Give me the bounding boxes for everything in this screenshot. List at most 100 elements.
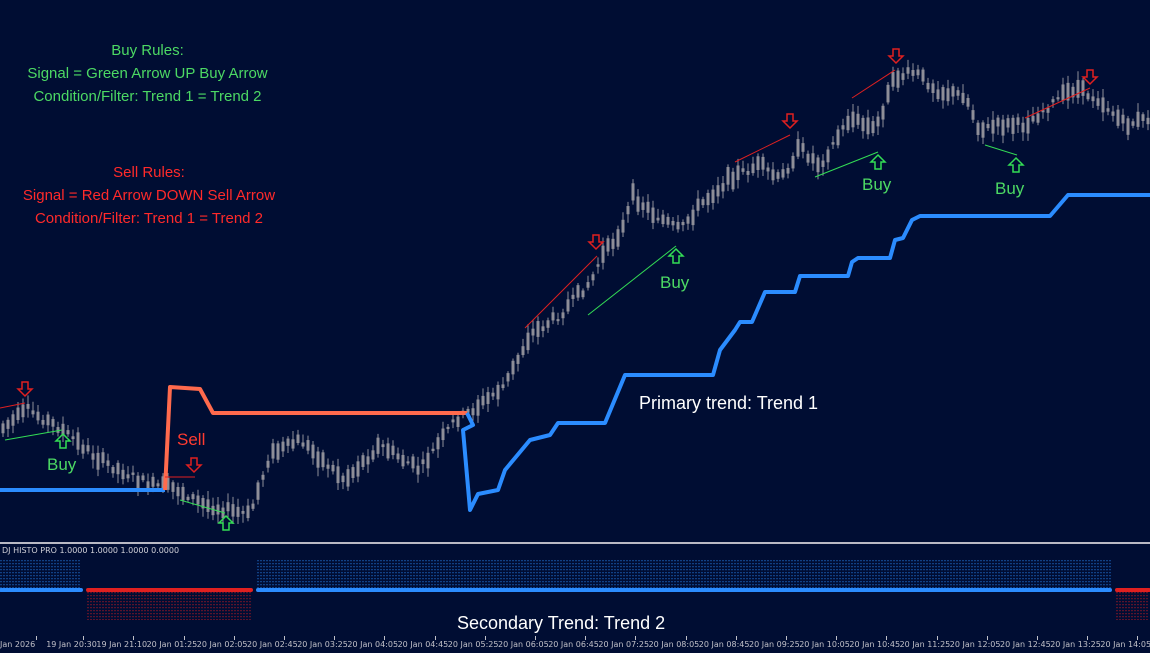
candle xyxy=(836,129,840,146)
candle xyxy=(1061,84,1065,101)
candle xyxy=(771,169,775,181)
buy-label: Buy xyxy=(660,273,690,292)
candle xyxy=(111,467,115,474)
candle xyxy=(1106,108,1110,112)
candle xyxy=(551,312,555,321)
time-tick-label: 20 Jan 14:05 xyxy=(1100,640,1150,649)
time-tick-mark xyxy=(133,636,135,640)
candle xyxy=(566,299,570,312)
time-tick-label: 20 Jan 02:05 xyxy=(196,640,248,649)
sell-rules-panel: Sell Rules: Signal = Red Arrow DOWN Sell… xyxy=(0,161,298,230)
candle xyxy=(411,456,415,469)
candle xyxy=(256,482,260,500)
candle xyxy=(226,502,230,512)
indicator-separator[interactable] xyxy=(0,542,1150,544)
candle xyxy=(426,452,430,469)
candle xyxy=(541,326,545,332)
candle xyxy=(811,153,815,164)
candle xyxy=(726,167,730,185)
candle xyxy=(66,430,70,435)
candle xyxy=(11,414,15,426)
candle xyxy=(806,153,810,163)
time-tick-label: 20 Jan 10:05 xyxy=(799,640,850,649)
divergence-line xyxy=(984,144,1018,156)
candle xyxy=(81,444,85,454)
time-tick-label: 20 Jan 11:25 xyxy=(899,640,951,649)
time-tick-label: 20 Jan 04:45 xyxy=(397,640,449,649)
candle xyxy=(56,427,60,433)
candle xyxy=(106,460,110,466)
buy-rules-title: Buy Rules: xyxy=(111,42,184,59)
candles xyxy=(1,59,1150,527)
candle xyxy=(361,455,365,467)
candle xyxy=(391,445,395,456)
candle xyxy=(1011,117,1015,134)
candle xyxy=(801,143,805,152)
candle xyxy=(646,201,650,213)
time-tick-mark xyxy=(685,636,687,640)
candle xyxy=(641,202,645,210)
time-tick-label: 20 Jan 09:25 xyxy=(749,640,800,649)
candle xyxy=(931,83,935,94)
candle xyxy=(756,156,760,171)
candle xyxy=(581,290,585,298)
candle xyxy=(896,70,900,88)
candle xyxy=(891,72,895,87)
candle xyxy=(741,168,745,172)
candle xyxy=(241,510,245,514)
candle xyxy=(206,499,210,512)
candle xyxy=(296,434,300,444)
candle xyxy=(856,113,860,125)
candle xyxy=(851,111,855,128)
candle xyxy=(681,221,685,226)
candle xyxy=(1051,99,1055,103)
candle xyxy=(156,483,160,487)
candle xyxy=(36,411,40,421)
candle xyxy=(936,89,940,100)
time-tick-label: Jan 2026 xyxy=(0,640,36,649)
candle xyxy=(251,503,255,509)
candle xyxy=(661,214,665,225)
candle xyxy=(86,445,90,452)
candle xyxy=(751,163,755,174)
candle xyxy=(211,505,215,516)
time-tick-label: 20 Jan 07:25 xyxy=(598,640,650,649)
trend-2-histogram xyxy=(0,560,1150,620)
time-tick-label: 20 Jan 12:45 xyxy=(1000,640,1051,649)
candle xyxy=(1031,115,1035,122)
divergence-line xyxy=(179,499,226,514)
time-tick-label: 20 Jan 06:05 xyxy=(498,640,549,649)
candle xyxy=(546,320,550,328)
sell-arrow-icon xyxy=(781,113,799,130)
time-tick-mark xyxy=(786,636,787,640)
signal-markers xyxy=(0,48,1099,531)
candle xyxy=(16,407,20,421)
candle xyxy=(6,419,10,429)
candle xyxy=(981,122,985,138)
candle xyxy=(1096,98,1100,106)
buy-rules-signal: Signal = Green Arrow UP Buy Arrow xyxy=(27,65,268,82)
candle xyxy=(336,466,340,484)
candle xyxy=(321,452,325,468)
candle xyxy=(346,469,350,487)
candle xyxy=(831,142,835,145)
candle xyxy=(721,183,725,192)
buy-label: Buy xyxy=(862,175,892,194)
candle xyxy=(1076,79,1080,98)
candle xyxy=(46,414,50,426)
time-tick-mark xyxy=(83,636,85,640)
candle xyxy=(371,450,375,460)
time-tick-mark xyxy=(886,636,888,640)
sell-arrow-icon xyxy=(185,457,203,474)
trend-1-bearish-segment xyxy=(163,385,467,491)
time-tick-mark xyxy=(1037,636,1038,640)
candle xyxy=(1101,97,1105,113)
time-tick-mark xyxy=(384,636,386,640)
candle xyxy=(1111,111,1115,116)
candle xyxy=(866,117,870,135)
candle xyxy=(356,461,360,477)
candle xyxy=(971,110,975,120)
candle xyxy=(591,274,595,281)
